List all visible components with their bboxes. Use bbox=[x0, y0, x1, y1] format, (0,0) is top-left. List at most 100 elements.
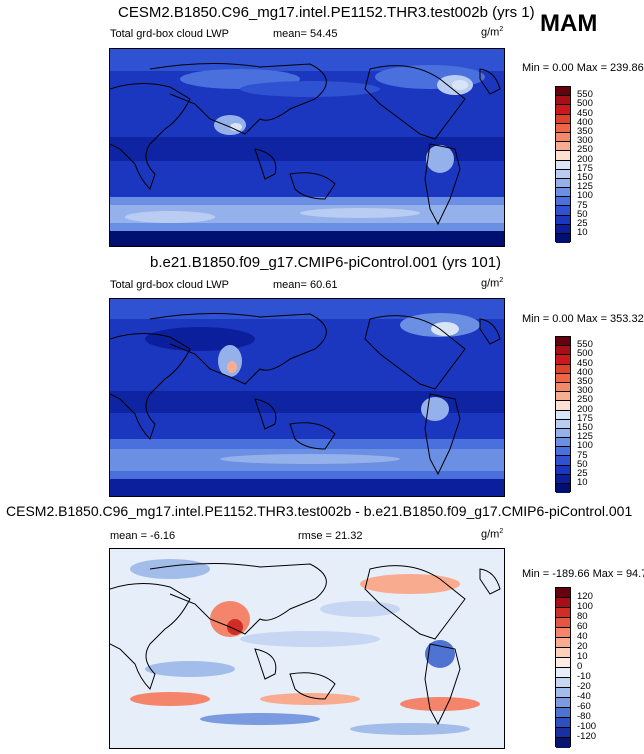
colorbar-swatch bbox=[556, 419, 570, 429]
panel-3-field bbox=[110, 549, 504, 748]
colorbar-swatch bbox=[556, 364, 570, 374]
panel-1-variable-label: Total grd-box cloud LWP bbox=[110, 28, 230, 40]
panel-1-units: g/m2 bbox=[481, 26, 504, 39]
colorbar-swatch bbox=[556, 588, 570, 598]
colorbar-swatch bbox=[556, 346, 570, 356]
colorbar-tick-label: 150 bbox=[577, 422, 593, 433]
colorbar-swatch bbox=[556, 355, 570, 365]
panel-2-map bbox=[109, 298, 505, 497]
colorbar-tick-label: -120 bbox=[577, 731, 597, 742]
colorbar-swatch bbox=[556, 598, 570, 608]
panel-2-variable-label: Total grd-box cloud LWP bbox=[110, 279, 230, 291]
panel-1-minmax: Min = 0.00 Max = 239.86 bbox=[522, 62, 644, 74]
colorbar-swatch bbox=[556, 234, 570, 244]
colorbar-swatch bbox=[556, 608, 570, 618]
panel-1-field bbox=[110, 49, 504, 246]
colorbar-swatch bbox=[556, 96, 570, 106]
colorbar-swatch bbox=[556, 465, 570, 475]
panel-3-minmax: Min = -189.66 Max = 94.77 bbox=[522, 568, 644, 580]
colorbar-tick-label: 200 bbox=[577, 403, 593, 415]
colorbar-tick-label: 350 bbox=[577, 376, 593, 387]
colorbar-swatch bbox=[556, 438, 570, 448]
colorbar-swatch bbox=[556, 197, 570, 207]
colorbar-swatch bbox=[556, 373, 570, 383]
colorbar-swatch bbox=[556, 132, 570, 143]
colorbar-tick-label: 175 bbox=[577, 412, 593, 424]
panel-1-map bbox=[109, 48, 505, 247]
colorbar-tick-label: 550 bbox=[577, 339, 593, 351]
colorbar-tick-label: 400 bbox=[577, 366, 593, 378]
colorbar-swatch bbox=[556, 105, 570, 115]
colorbar-swatch bbox=[556, 658, 570, 668]
colorbar-tick-label: 100 bbox=[577, 440, 593, 452]
colorbar-swatch bbox=[556, 648, 570, 658]
colorbar-tick-label: 350 bbox=[577, 126, 593, 137]
colorbar-tick-label: 250 bbox=[577, 144, 593, 156]
colorbar-tick-label: 125 bbox=[577, 431, 593, 443]
colorbar-tick-label: 300 bbox=[577, 135, 593, 147]
colorbar-swatch bbox=[556, 401, 570, 411]
colorbar-tick-label: -60 bbox=[577, 701, 591, 712]
colorbar-swatch bbox=[556, 215, 570, 225]
colorbar-swatch bbox=[556, 123, 570, 133]
colorbar-tick-label: 450 bbox=[577, 107, 593, 119]
colorbar-tick-label: 60 bbox=[577, 621, 588, 632]
colorbar-tick-label: 100 bbox=[577, 601, 593, 612]
panel-1-title: CESM2.B1850.C96_mg17.intel.PE1152.THR3.t… bbox=[118, 4, 535, 21]
colorbar-swatch bbox=[556, 337, 570, 347]
panel-3-map bbox=[109, 548, 505, 749]
colorbar-tick-label: 20 bbox=[577, 641, 588, 652]
panel-3-units: g/m2 bbox=[481, 528, 504, 541]
colorbar-swatch bbox=[556, 708, 570, 718]
colorbar-swatch bbox=[556, 87, 570, 97]
colorbar-swatch bbox=[556, 114, 570, 124]
colorbar-tick-label: 300 bbox=[577, 385, 593, 397]
panel-2-field bbox=[110, 299, 504, 496]
colorbar-tick-label: 500 bbox=[577, 348, 593, 360]
colorbar-tick-label: 75 bbox=[577, 449, 588, 461]
colorbar-tick-label: 50 bbox=[577, 458, 588, 470]
colorbar-swatch bbox=[556, 224, 570, 234]
panel-3-colorbar bbox=[555, 587, 571, 748]
panel-2-mean: mean= 60.61 bbox=[273, 279, 338, 291]
colorbar-swatch bbox=[556, 392, 570, 402]
colorbar-tick-label: 100 bbox=[577, 190, 593, 202]
panel-3-rmse: rmse = 21.32 bbox=[298, 530, 363, 542]
panel-2-minmax: Min = 0.00 Max = 353.32 bbox=[522, 313, 644, 325]
colorbar-tick-label: 200 bbox=[577, 153, 593, 165]
colorbar-tick-label: 450 bbox=[577, 357, 593, 369]
colorbar-tick-label: 75 bbox=[577, 199, 588, 211]
colorbar-swatch bbox=[556, 738, 570, 748]
colorbar-swatch bbox=[556, 178, 570, 189]
colorbar-swatch bbox=[556, 668, 570, 678]
colorbar-swatch bbox=[556, 628, 570, 638]
colorbar-swatch bbox=[556, 410, 570, 420]
colorbar-swatch bbox=[556, 728, 570, 738]
colorbar-tick-label: 125 bbox=[577, 181, 593, 193]
colorbar-tick-label: 400 bbox=[577, 116, 593, 128]
colorbar-swatch bbox=[556, 169, 570, 179]
panel-1-mean: mean= 54.45 bbox=[273, 28, 338, 40]
colorbar-tick-label: -20 bbox=[577, 681, 591, 692]
colorbar-swatch bbox=[556, 447, 570, 457]
colorbar-tick-label: -10 bbox=[577, 671, 591, 682]
colorbar-swatch bbox=[556, 688, 570, 698]
panel-1-colorbar bbox=[555, 86, 571, 244]
colorbar-tick-label: 0 bbox=[577, 661, 583, 672]
colorbar-swatch bbox=[556, 678, 570, 688]
colorbar-swatch bbox=[556, 188, 570, 198]
colorbar-tick-label: 80 bbox=[577, 611, 588, 622]
colorbar-tick-label: 25 bbox=[577, 468, 588, 479]
colorbar-tick-label: 40 bbox=[577, 631, 588, 642]
panel-3-title: CESM2.B1850.C96_mg17.intel.PE1152.THR3.t… bbox=[6, 503, 633, 519]
colorbar-tick-label: 150 bbox=[577, 172, 593, 183]
season-label: MAM bbox=[540, 10, 598, 37]
panel-2-colorbar bbox=[555, 336, 571, 494]
colorbar-tick-label: 550 bbox=[577, 89, 593, 101]
colorbar-swatch bbox=[556, 160, 570, 170]
colorbar-tick-label: -80 bbox=[577, 711, 591, 722]
colorbar-swatch bbox=[556, 484, 570, 494]
colorbar-swatch bbox=[556, 142, 570, 152]
colorbar-swatch bbox=[556, 428, 570, 439]
colorbar-swatch bbox=[556, 474, 570, 484]
